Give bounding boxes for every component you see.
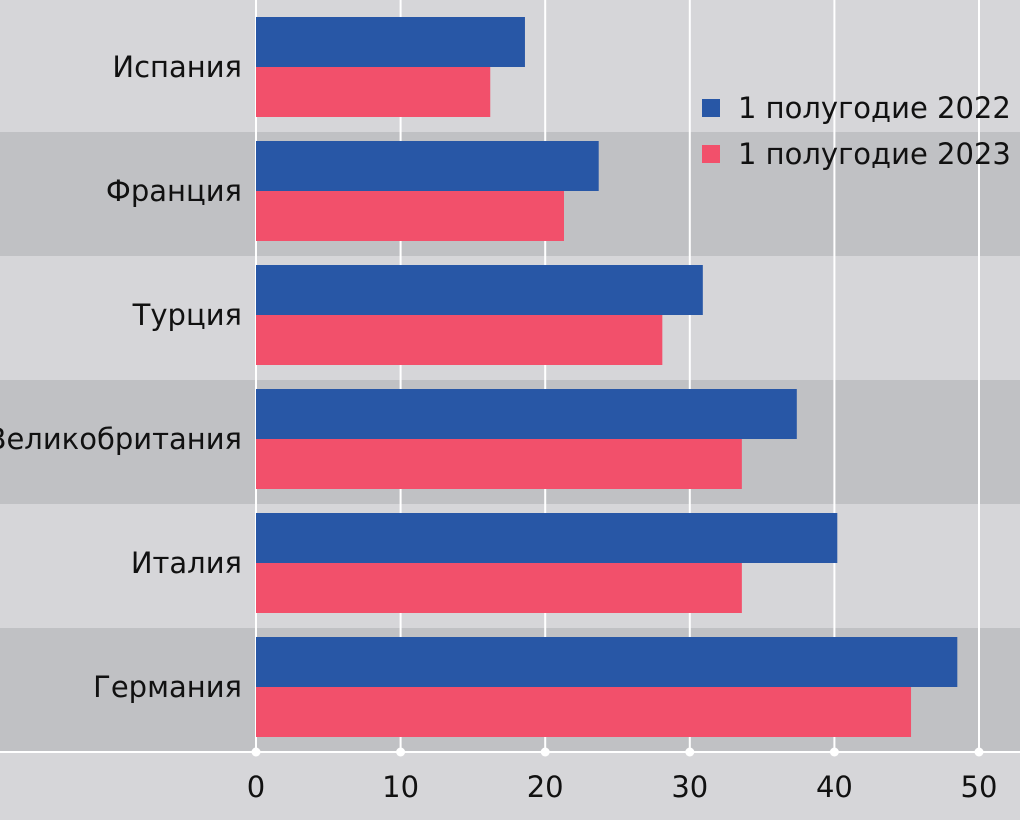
category-label: Турция <box>132 298 242 332</box>
bar-2023 <box>256 67 491 117</box>
category-label: Германия <box>93 670 242 704</box>
legend-swatch <box>702 145 720 163</box>
tick-dot <box>540 747 550 757</box>
category-label: Великобритания <box>0 422 242 456</box>
bar-2023 <box>256 315 663 365</box>
bar-2022 <box>256 141 599 191</box>
legend-swatch <box>702 99 720 117</box>
bars <box>256 17 958 737</box>
bar-2022 <box>256 265 703 315</box>
bar-2023 <box>256 563 742 613</box>
bar-2023 <box>256 439 742 489</box>
grid-lines <box>255 0 980 752</box>
tick-label: 20 <box>527 770 564 804</box>
bar-2022 <box>256 17 525 67</box>
legend-label: 1 полугодие 2023 <box>738 137 1011 171</box>
tick-dot <box>974 747 984 757</box>
bar-2023 <box>256 687 912 737</box>
bar-2023 <box>256 191 564 241</box>
tick-label: 10 <box>382 770 419 804</box>
tick-dot <box>396 747 406 757</box>
bar-2022 <box>256 389 797 439</box>
bar-2022 <box>256 513 838 563</box>
category-label: Испания <box>112 50 242 84</box>
x-axis: 0 10 20 30 40 50 <box>0 747 1020 804</box>
bar-2022 <box>256 637 958 687</box>
legend-label: 1 полугодие 2022 <box>738 91 1011 125</box>
category-labels: Испания Франция Турция Великобритания Италия… <box>0 50 242 704</box>
tick-dot <box>251 747 261 757</box>
tick-dot <box>685 747 695 757</box>
tick-label: 50 <box>961 770 998 804</box>
legend: 1 полугодие 2022 1 полугодие 2023 <box>702 91 1011 171</box>
tick-label: 30 <box>671 770 708 804</box>
tick-label: 0 <box>247 770 265 804</box>
category-label: Италия <box>131 546 242 580</box>
tick-dot <box>829 747 839 757</box>
tick-label: 40 <box>816 770 853 804</box>
axis-area <box>0 752 1020 820</box>
category-label: Франция <box>106 174 242 208</box>
